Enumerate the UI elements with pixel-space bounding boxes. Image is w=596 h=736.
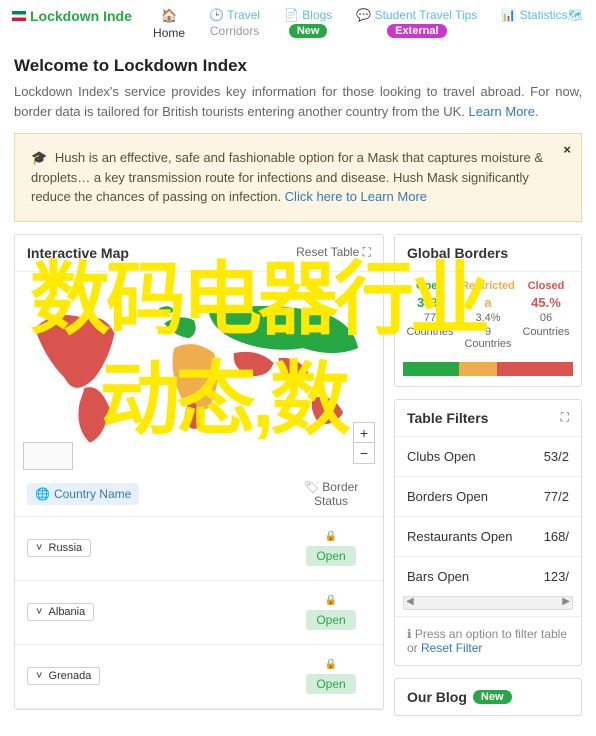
filter-row[interactable]: Restaurants Open 168/ (395, 517, 581, 557)
filter-row[interactable]: Borders Open 77/2 (395, 477, 581, 517)
filter-row[interactable]: Clubs Open 53/2 (395, 437, 581, 477)
nav-sub: Corridors (210, 24, 259, 38)
flag-icon (12, 11, 26, 21)
zoom-out-button[interactable]: − (354, 443, 374, 463)
blog-title: Our Blog (407, 689, 467, 705)
expand-button[interactable]: ˅ Albania (27, 603, 94, 621)
gb-stat-open: Open33%77Countries (403, 280, 457, 350)
brand-text: Lockdown Inde (30, 8, 132, 24)
nav-item-0[interactable]: 🏠 Home (153, 8, 185, 40)
map-svg[interactable] (15, 278, 383, 458)
world-map[interactable]: + − (15, 272, 383, 472)
global-borders-bar (403, 362, 573, 376)
map-title: Interactive Map (27, 245, 129, 261)
filter-footer: ℹ Press an option to filter table or Res… (395, 616, 581, 665)
zoom-controls: + − (353, 422, 375, 464)
filter-label: Bars Open (407, 569, 469, 584)
table-filters-panel: Table Filters ⛶ Clubs Open 53/2 Borders Op… (394, 399, 582, 666)
filter-label: Clubs Open (407, 449, 476, 464)
country-table-header: 🌐 Country Name 🏷 Border Status (15, 472, 383, 517)
lock-icon: 🔒 (291, 659, 371, 670)
lock-icon: 🔒 (291, 595, 371, 606)
nav-icon: 🏠 (161, 8, 177, 24)
global-borders-panel: Global Borders Open33%77CountriesRestric… (394, 234, 582, 387)
nav-label: 💬 Student Travel Tips (356, 8, 477, 22)
filter-value: 168/ (544, 529, 569, 544)
filter-label: Borders Open (407, 489, 488, 504)
graduation-cap-icon: 🎓 (31, 150, 47, 165)
horizontal-scrollbar[interactable] (403, 596, 573, 610)
country-row: ˅ Albania 🔒 Open (15, 581, 383, 645)
gb-stat-res: Restricteda3.4%9 Countries (461, 280, 515, 350)
alert-link[interactable]: Click here to Learn More (285, 189, 427, 204)
filter-value: 53/2 (544, 449, 569, 464)
reset-filter-link[interactable]: Reset Filter (421, 641, 482, 655)
nav-label: 🕒 Travel (209, 8, 260, 22)
filters-title: Table Filters (407, 410, 488, 426)
nav-item-1[interactable]: 🕒 Travel Corridors (209, 8, 260, 40)
close-icon[interactable]: × (563, 140, 571, 160)
nav-item-2[interactable]: 📄 Blogs New (284, 8, 332, 40)
intro-text: Lockdown Index's service provides key in… (14, 82, 582, 121)
expand-icon[interactable]: ⛶ (561, 410, 569, 425)
status-badge: Open (306, 674, 355, 694)
country-row: ˅ Russia 🔒 Open (15, 517, 383, 581)
alert-banner: × 🎓 Hush is an effective, safe and fashi… (14, 133, 582, 222)
map-thumbnail (23, 442, 73, 470)
nav-badge: External (387, 24, 446, 38)
blog-panel: Our Blog New (394, 678, 582, 716)
tag-icon: 🏷 (304, 480, 319, 494)
nav-label: 📄 Blogs (284, 8, 332, 22)
reset-table-link[interactable]: Reset Table ⛶ (296, 245, 371, 260)
blog-new-badge: New (473, 690, 512, 704)
nav-item-3[interactable]: 💬 Student Travel Tips External (356, 8, 477, 40)
globe-icon: 🌐 (35, 487, 50, 501)
expand-button[interactable]: ˅ Grenada (27, 667, 100, 685)
nav-badge: New (289, 24, 328, 38)
filter-value: 123/ (544, 569, 569, 584)
page-title: Welcome to Lockdown Index (14, 56, 582, 76)
lock-icon: 🔒 (291, 531, 371, 542)
expand-button[interactable]: ˅ Russia (27, 539, 91, 557)
top-nav: Lockdown Inde 🏠 Home 🕒 Travel Corridors 📄 Bl… (0, 0, 596, 48)
nav-sub: Home (153, 26, 185, 40)
country-header-pill[interactable]: 🌐 Country Name (27, 483, 139, 505)
filter-value: 77/2 (544, 489, 569, 504)
nav-item-4[interactable]: 📊 Statistics🗺 (501, 8, 583, 40)
global-borders-title: Global Borders (407, 245, 508, 261)
filter-label: Restaurants Open (407, 529, 513, 544)
info-icon: ℹ (407, 627, 415, 641)
status-badge: Open (306, 546, 355, 566)
country-row: ˅ Grenada 🔒 Open (15, 645, 383, 709)
zoom-in-button[interactable]: + (354, 423, 374, 443)
map-panel: Interactive Map Reset Table ⛶ (14, 234, 384, 710)
nav-label: 📊 Statistics🗺 (501, 8, 583, 22)
status-badge: Open (306, 610, 355, 630)
learn-more-link[interactable]: Learn More. (469, 104, 539, 119)
filter-row[interactable]: Bars Open 123/ (395, 557, 581, 596)
gb-stat-closed: Closed45.%06Countries (519, 280, 573, 350)
brand[interactable]: Lockdown Inde (12, 8, 132, 24)
